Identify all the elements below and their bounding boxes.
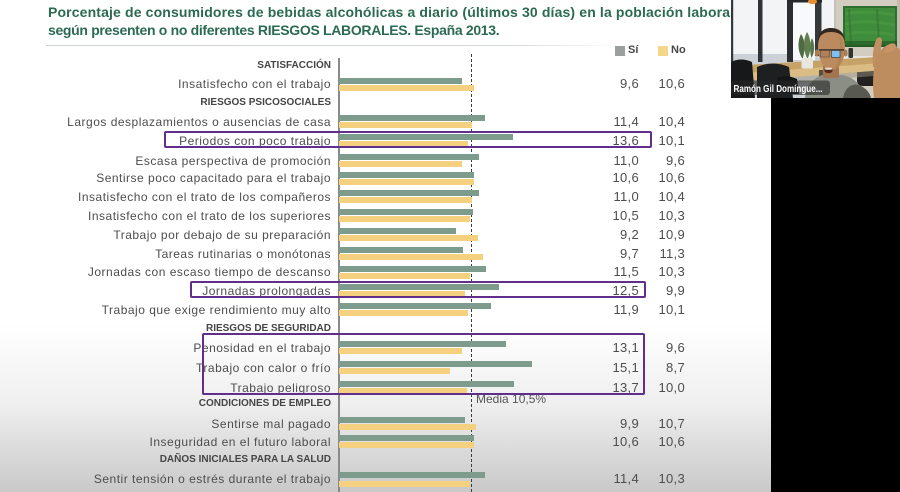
svg-text:Ramón Gil Domíngue...: Ramón Gil Domíngue... <box>734 83 823 95</box>
